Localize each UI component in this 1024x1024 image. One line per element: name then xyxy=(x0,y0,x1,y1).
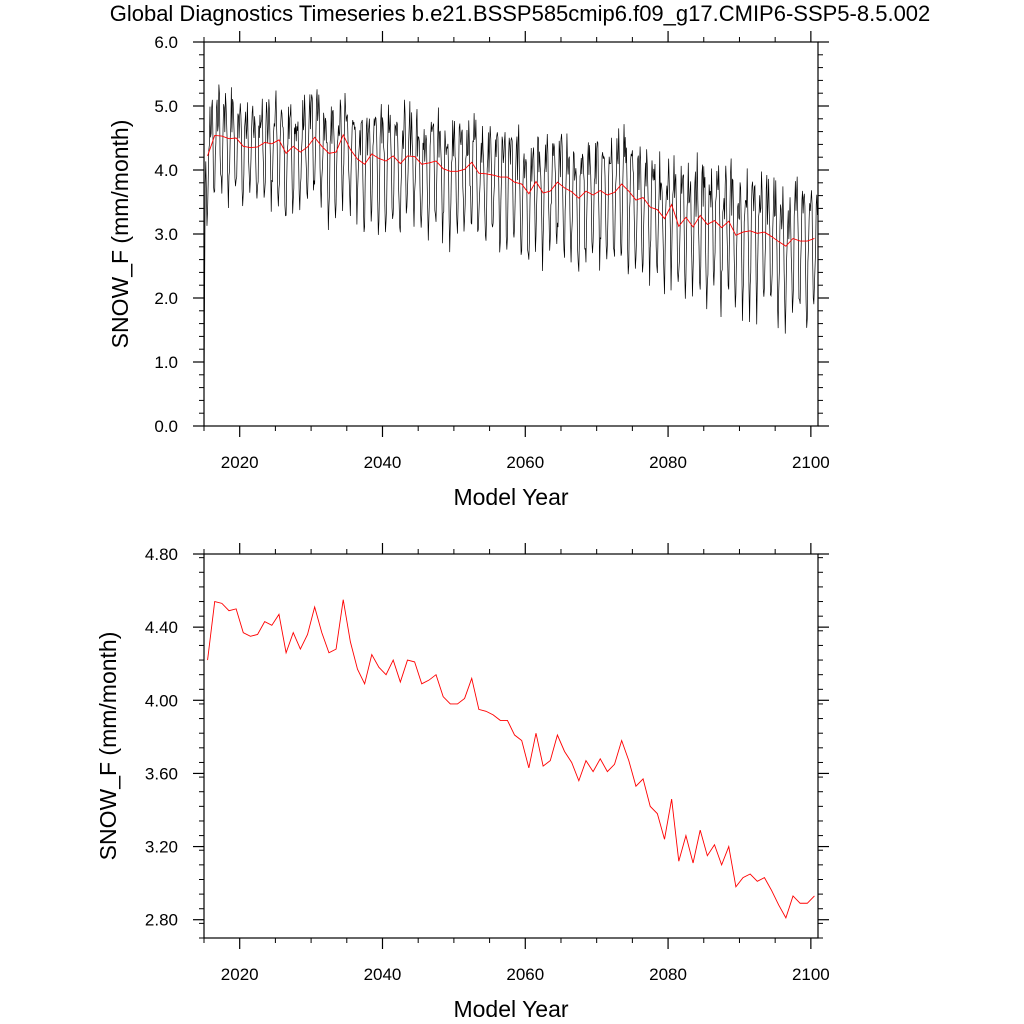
top-y-tick-label: 0.0 xyxy=(154,417,178,436)
top-y-tick-label: 4.0 xyxy=(154,161,178,180)
bottom-x-tick-label: 2100 xyxy=(792,965,830,984)
bottom-y-tick-label: 3.60 xyxy=(145,764,178,783)
bottom-plot-frame xyxy=(203,553,819,939)
bottom-x-tick-label: 2080 xyxy=(649,965,687,984)
bottom-y-tick-label: 4.00 xyxy=(145,691,178,710)
top-y-tick-label: 2.0 xyxy=(154,289,178,308)
top-monthly-line xyxy=(203,84,818,414)
top-y-axis-title: SNOW_F (mm/month) xyxy=(107,120,133,349)
top-x-tick-label: 2100 xyxy=(792,453,830,472)
bottom-y-tick-label: 4.80 xyxy=(145,545,178,564)
bottom-y-tick-label: 4.40 xyxy=(145,618,178,637)
bottom-ticks-group: 2020 2040 2060 2080 2100 2.80 3.20 3.60 4.00 4.40… xyxy=(145,543,830,984)
figure-title: Global Diagnostics Timeseries b.e21.BSSP… xyxy=(110,1,931,26)
top-y-tick-label: 1.0 xyxy=(154,353,178,372)
bottom-x-tick-label: 2040 xyxy=(364,965,402,984)
top-x-tick-label: 2080 xyxy=(649,453,687,472)
bottom-x-tick-label: 2020 xyxy=(221,965,259,984)
top-series-group xyxy=(203,84,818,414)
top-y-tick-label: 3.0 xyxy=(154,225,178,244)
bottom-y-tick-label: 2.80 xyxy=(145,911,178,930)
bottom-y-tick-label: 3.20 xyxy=(145,838,178,857)
bottom-series-group xyxy=(207,599,815,920)
top-y-tick-label: 6.0 xyxy=(154,33,178,52)
bottom-x-axis-title: Model Year xyxy=(453,996,568,1022)
bottom-x-tick-label: 2060 xyxy=(506,965,544,984)
top-plot-frame xyxy=(203,41,819,427)
top-panel: 2020 2040 2060 2080 2100 0.0 1.0 2.0 3.0 4.0 5.0 6.… xyxy=(107,31,830,510)
bottom-y-axis-title: SNOW_F (mm/month) xyxy=(95,632,121,861)
top-x-tick-label: 2020 xyxy=(221,453,259,472)
top-ticks-group: 2020 2040 2060 2080 2100 0.0 1.0 2.0 3.0 4.0 5.0 6.… xyxy=(154,31,830,472)
top-y-tick-label: 5.0 xyxy=(154,97,178,116)
bottom-annual-mean-line xyxy=(207,599,815,920)
bottom-panel: 2020 2040 2060 2080 2100 2.80 3.20 3.60 4.00 4.40… xyxy=(95,543,830,1022)
top-x-axis-title: Model Year xyxy=(453,484,568,510)
top-annual-mean-line xyxy=(207,133,815,247)
top-x-tick-label: 2040 xyxy=(364,453,402,472)
top-x-tick-label: 2060 xyxy=(506,453,544,472)
